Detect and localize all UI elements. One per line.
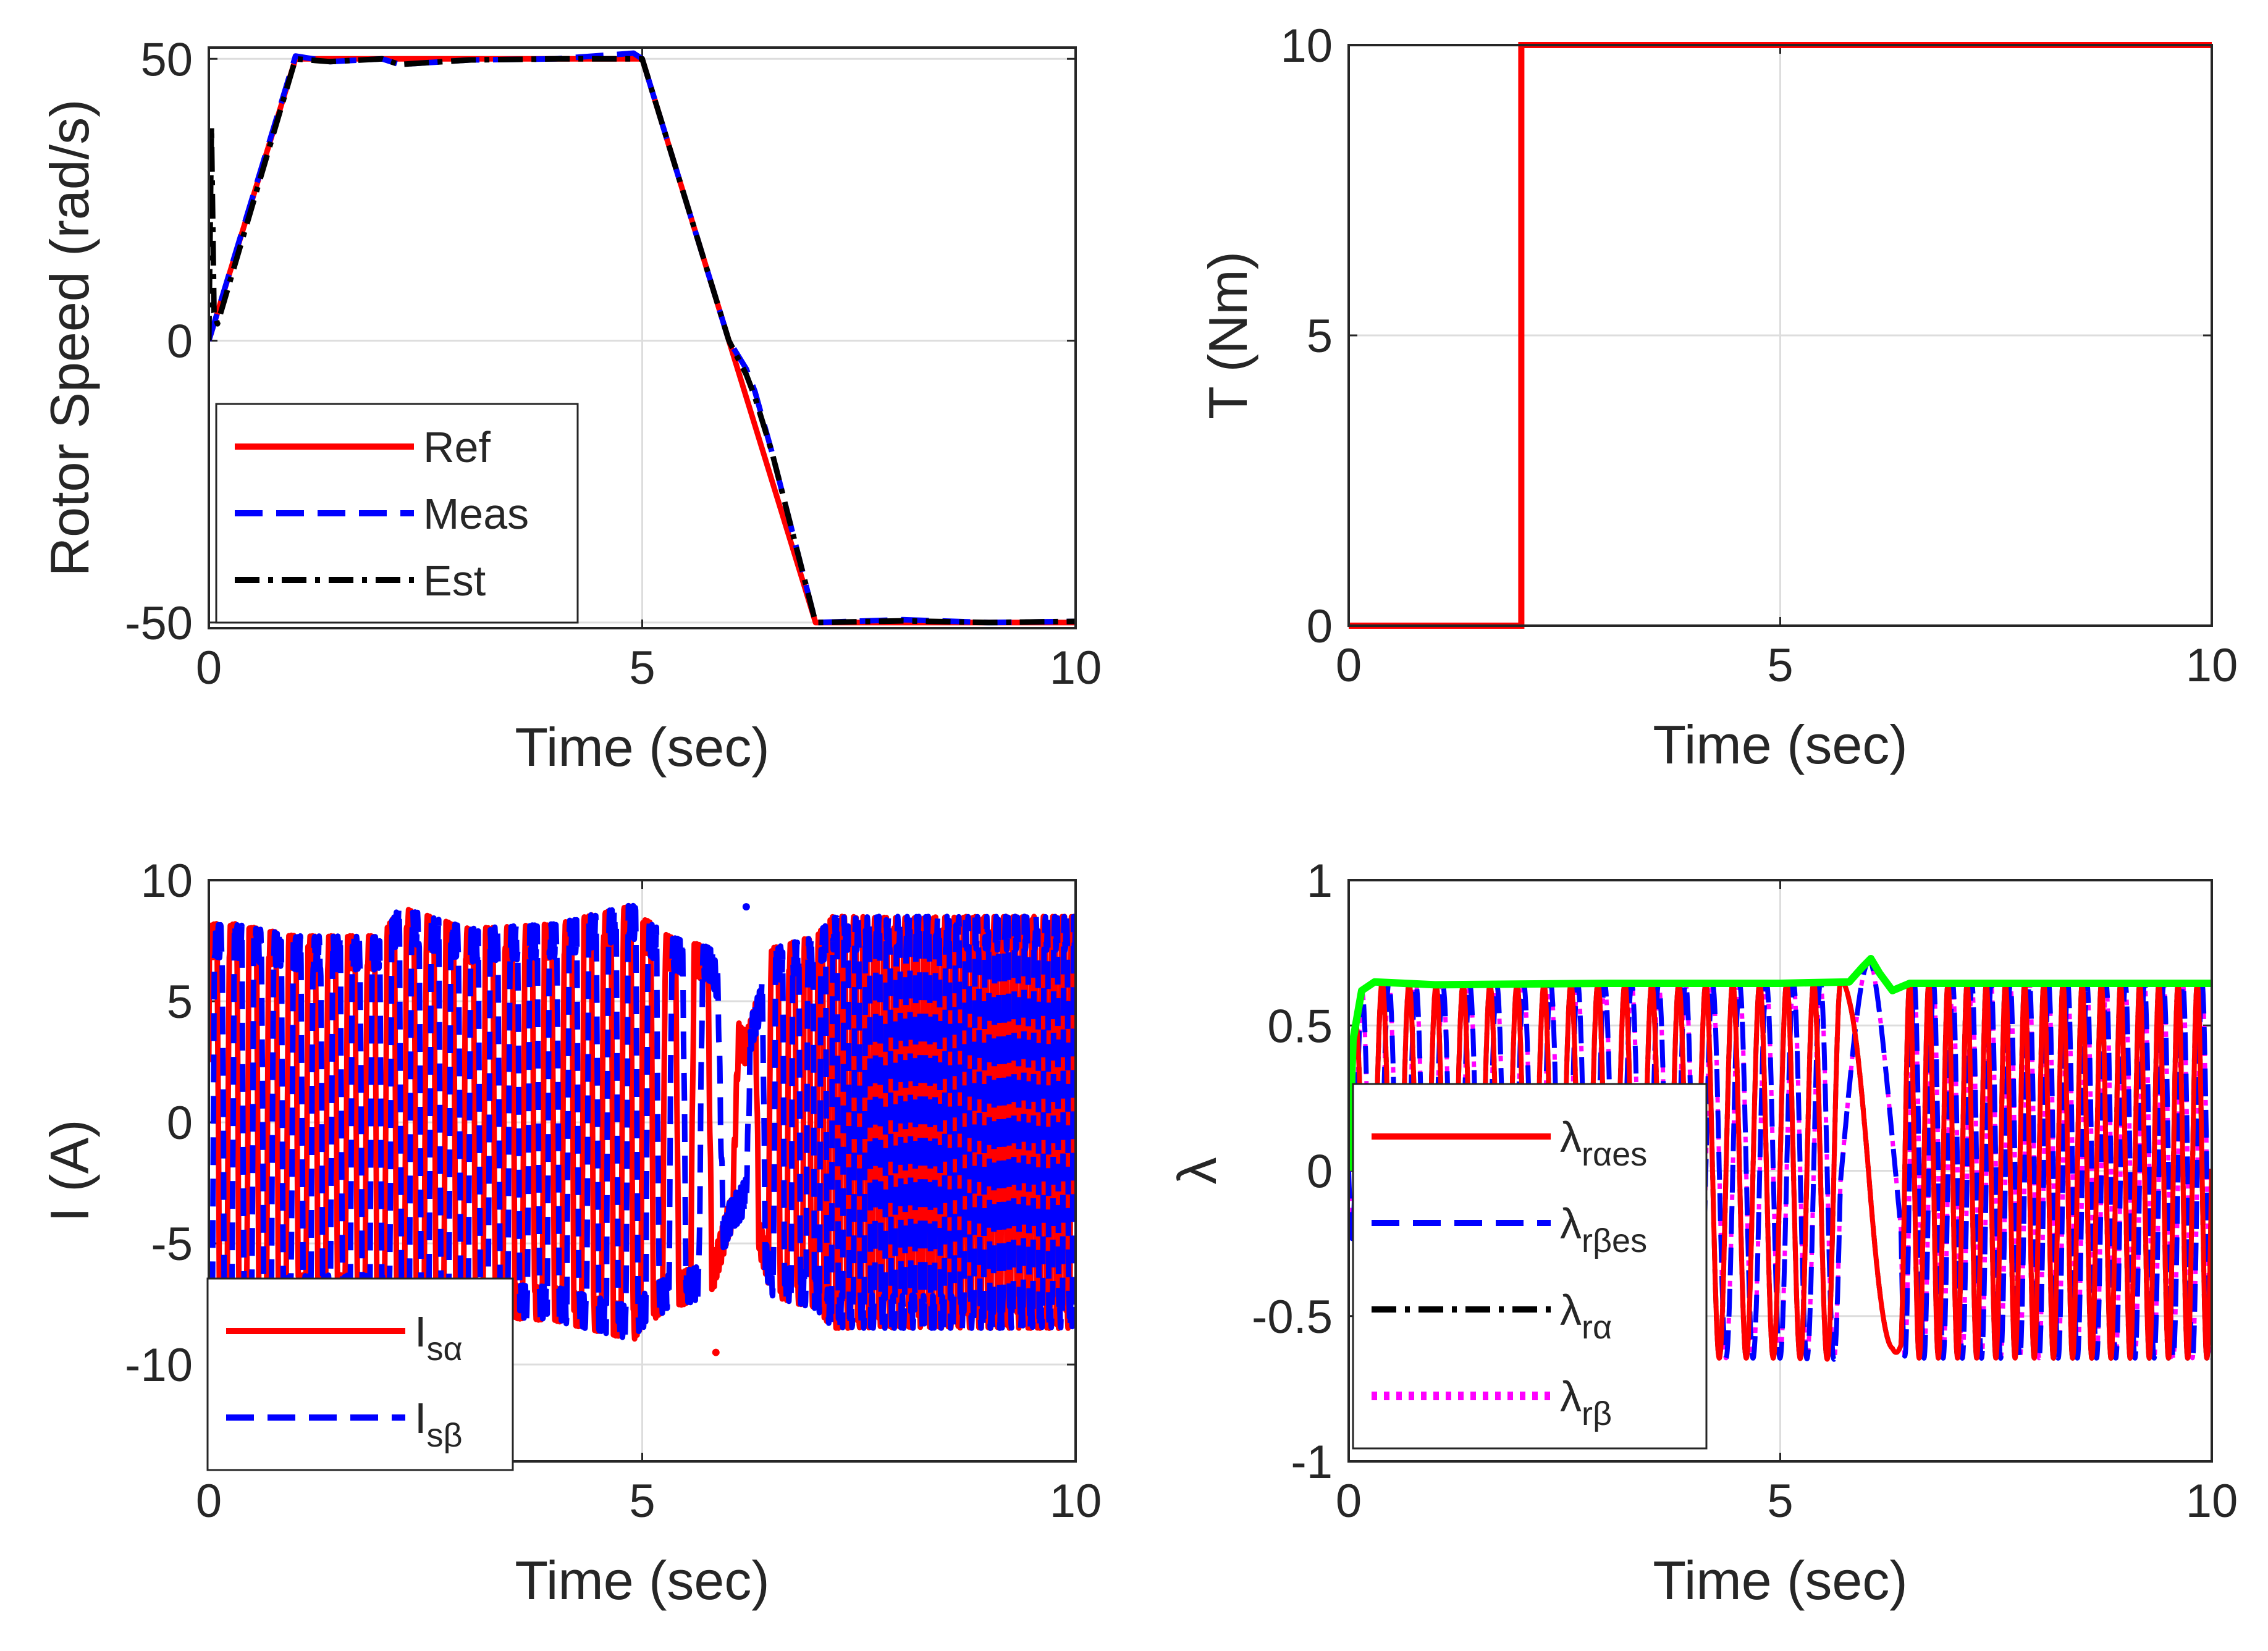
legend-label: λrαes (1560, 1113, 1647, 1173)
series-line-est (209, 56, 1076, 626)
legend-label-main: I (415, 1308, 426, 1356)
x-axis-label: Time (sec) (1653, 1550, 1907, 1611)
x-tick-label: 10 (2186, 639, 2238, 692)
legend-label: Isβ (415, 1394, 463, 1454)
y-axis-label: λ (1166, 1157, 1228, 1185)
x-axis-label: Time (sec) (1653, 714, 1907, 775)
plot-area-border (208, 879, 1077, 1463)
y-tick-label: 0 (1307, 600, 1333, 653)
legend-label: λrβes (1560, 1199, 1647, 1259)
legend-label-sub: rαes (1582, 1136, 1647, 1173)
spike-marker (712, 1348, 720, 1356)
y-axis-label: Rotor Speed (rad/s) (39, 99, 100, 577)
x-tick-label: 0 (1336, 1475, 1362, 1527)
axes-current: 0 5 10 -10 -5 0 5 10 Time (sec) I (A) (39, 855, 1102, 1611)
series-group-flux (1349, 955, 2212, 1363)
legend-label: Meas (423, 490, 529, 538)
legend-label-sub: rβ (1582, 1395, 1612, 1432)
legend-speed: Ref Meas Est (215, 403, 579, 624)
legend-label-sub: sα (426, 1330, 462, 1367)
x-tick-label: 5 (1767, 1475, 1793, 1527)
y-tick-label: 0.5 (1267, 1000, 1333, 1052)
y-tick-label: 0 (1307, 1146, 1333, 1198)
legend-label-main: I (415, 1394, 426, 1442)
x-tick-label: 5 (1767, 639, 1793, 692)
spike-marker (742, 903, 750, 911)
y-axis-label: T (Nm) (1197, 251, 1258, 419)
plot-area-border (1347, 44, 2213, 627)
legend-label-main: λ (1560, 1286, 1582, 1334)
legend-box (206, 1277, 514, 1471)
x-tick-label: 10 (1050, 1475, 1102, 1527)
y-tick-label: -1 (1291, 1436, 1333, 1489)
y-tick-label: -10 (125, 1339, 193, 1392)
x-tick-label: 5 (629, 1475, 655, 1527)
legend-label-sub: rα (1582, 1309, 1612, 1346)
x-tick-label: 5 (629, 642, 655, 694)
y-axis-label: I (A) (39, 1119, 100, 1222)
plot-area-border (208, 46, 1077, 629)
flux-magnitude-line (1349, 955, 2212, 1171)
y-tick-label: -50 (125, 597, 193, 650)
y-tick-label: 0 (167, 1097, 193, 1149)
y-tick-label: 10 (1280, 20, 1333, 72)
y-tick-label: 10 (140, 855, 193, 907)
legend-label: Est (423, 557, 486, 605)
series-line-i-s-beta (209, 902, 1076, 1341)
legend-box (1352, 1083, 1708, 1450)
series-line-meas (209, 50, 1076, 626)
legend-label: λrα (1560, 1286, 1612, 1346)
x-tick-label: 10 (2186, 1475, 2238, 1527)
y-tick-label: -0.5 (1252, 1291, 1333, 1343)
legend-label-main: λ (1560, 1113, 1582, 1161)
x-axis-label: Time (sec) (515, 716, 769, 778)
legend-label-sub: sβ (426, 1417, 462, 1454)
x-tick-label: 10 (1050, 642, 1102, 694)
x-tick-label: 0 (196, 642, 222, 694)
legend-label-sub: rβes (1582, 1222, 1647, 1259)
legend-label-main: λ (1560, 1199, 1582, 1248)
x-tick-label: 0 (1336, 639, 1362, 692)
series-group-current (209, 902, 1076, 1356)
legend-label: Ref (423, 423, 491, 471)
plot-area-border (1347, 879, 2213, 1463)
x-axis-label: Time (sec) (515, 1550, 769, 1611)
y-tick-label: 50 (140, 33, 193, 86)
legend-label: Isα (415, 1308, 463, 1367)
x-tick-label: 0 (196, 1475, 222, 1527)
y-tick-label: 1 (1307, 855, 1333, 907)
legend-label: λrβ (1560, 1372, 1612, 1432)
y-tick-label: 0 (167, 316, 193, 368)
y-tick-label: 5 (1307, 310, 1333, 363)
legend-label-main: λ (1560, 1372, 1582, 1421)
y-tick-label: -5 (151, 1218, 193, 1271)
series-line-flux-0 (1349, 979, 2212, 1362)
y-tick-label: 5 (167, 976, 193, 1028)
series-group-speed (209, 50, 1076, 626)
